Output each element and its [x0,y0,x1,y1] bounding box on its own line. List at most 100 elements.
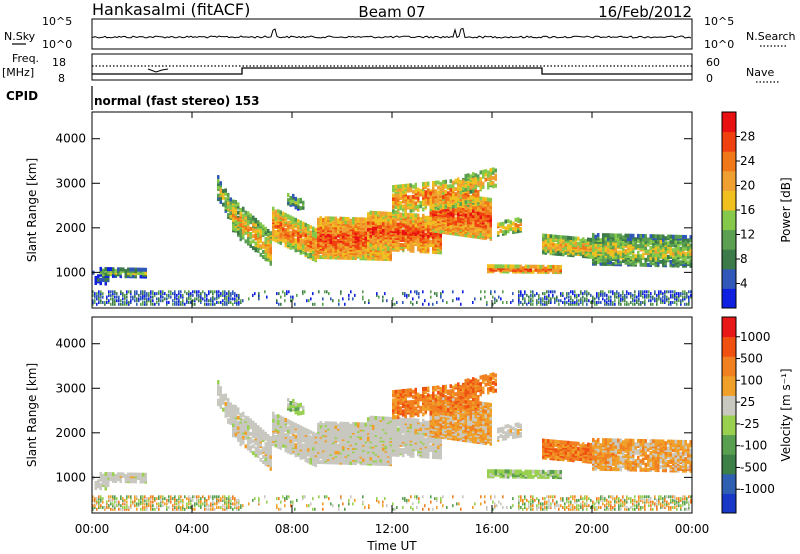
power-cell [592,236,595,241]
power-cell [544,292,546,296]
power-cell [297,230,300,235]
nsky-tick-low: 10^0 [42,38,72,51]
velocity-cell [237,407,240,412]
power-cell [200,299,202,303]
power-cell [114,268,117,273]
power-cell [249,220,252,225]
power-cell [614,295,616,299]
power-cell [596,293,598,297]
power-cell [310,297,312,301]
power-cell [620,297,622,301]
power-cell [126,302,128,306]
power-cell [618,302,620,306]
power-cell [387,257,390,262]
velocity-cell [127,472,130,477]
velocity-cell [224,407,227,411]
power-cell [598,292,600,296]
power-cell [387,211,390,216]
colorbar-swatch [722,268,736,289]
power-cell [622,247,625,252]
power-cell [146,299,148,303]
power-cell [257,220,260,225]
power-cell [484,197,487,202]
power-cell [574,295,576,299]
power-cell [112,299,114,303]
power-cell [272,230,275,235]
power-cell [374,244,377,249]
power-cell [397,214,400,218]
power-cell [664,292,666,296]
power-cell [404,200,407,205]
power-cell [404,212,407,217]
power-cell [412,208,415,213]
power-cell [474,185,477,190]
power-cell [606,301,608,304]
power-cell [674,293,676,297]
power-cell [134,293,136,297]
power-cell [600,290,602,294]
power-cell [518,295,520,299]
power-cell [457,183,460,188]
power-cell [680,299,682,303]
power-cell [689,248,692,253]
power-cell [96,293,98,297]
velocity-cell [222,394,225,399]
power-cell [638,302,640,306]
power-cell [568,302,570,306]
velocity-cell [234,411,237,416]
power-cell [284,212,287,217]
power-cell [408,293,410,297]
power-cell [549,234,552,239]
power-cell [222,292,224,296]
freq-glitch [147,68,169,73]
power-cell [524,290,526,294]
power-cell [186,297,188,301]
power-cell [644,245,647,250]
power-cell [294,238,297,243]
power-cell [350,290,352,294]
power-cell [362,247,365,252]
power-cell [617,236,620,241]
power-cell [182,299,184,303]
power-cell [354,217,357,222]
power-cell [94,292,96,296]
power-cell [624,297,626,301]
power-cell [319,241,322,246]
power-cell [544,301,546,304]
power-cell [374,222,377,227]
power-cell [509,223,512,228]
nsearch-tick-low: 10^0 [704,38,734,51]
power-cell [332,299,334,303]
power-cell [188,292,190,296]
power-cell [114,295,116,299]
power-cell [392,302,394,306]
power-cell [518,301,520,304]
velocity-cell [109,472,112,477]
power-cell [546,301,548,304]
velocity-cell [237,436,240,440]
power-cell [556,295,558,299]
power-cell [604,258,607,263]
power-cell [124,293,126,297]
power-cell [424,190,427,195]
power-cell [424,181,427,186]
power-cell [538,293,540,297]
power-cell [162,292,164,296]
power-cell [467,181,470,186]
power-cell [359,220,362,225]
power-cell [239,231,242,236]
power-cell [570,301,572,304]
power-cell [382,211,385,216]
power-cell [664,249,667,254]
power-cell [528,295,530,299]
power-cell [109,267,112,272]
power-cell [264,252,267,257]
velocity-cell [229,419,232,424]
power-cell [194,299,196,303]
power-cell [449,187,452,192]
power-cell [198,299,200,303]
power-cell [427,237,430,242]
power-cell [568,292,570,296]
power-cell [624,233,627,238]
power-cell [247,233,250,238]
